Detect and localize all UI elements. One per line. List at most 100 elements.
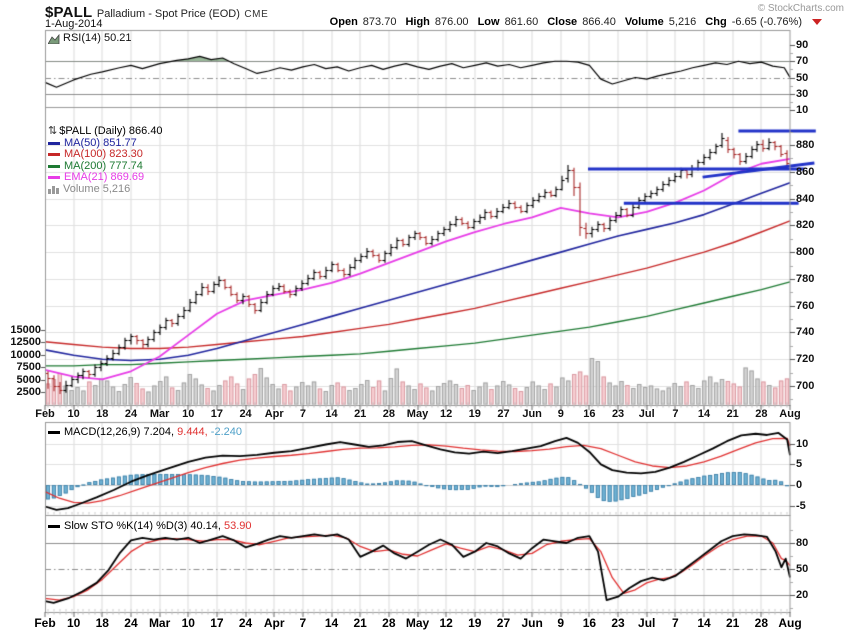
price-tick-label: 780 bbox=[796, 272, 815, 285]
high-value: 876.00 bbox=[434, 16, 469, 28]
low-value: 861.60 bbox=[504, 16, 539, 28]
date-label: 7 bbox=[672, 408, 679, 420]
date-label-bottom: 12 bbox=[439, 616, 453, 630]
close-label: Close bbox=[547, 16, 578, 28]
date-label: Apr bbox=[264, 408, 284, 420]
date-label: 21 bbox=[354, 408, 367, 420]
date-label-bottom: 18 bbox=[95, 616, 109, 630]
date-label: 28 bbox=[382, 408, 395, 420]
low-label: Low bbox=[477, 16, 500, 28]
macd-tick-label: 10 bbox=[796, 437, 809, 450]
date-label: 16 bbox=[583, 408, 596, 420]
date-label: May bbox=[406, 408, 429, 420]
sto-swatch bbox=[48, 525, 60, 529]
rsi-tick-label: 30 bbox=[796, 87, 809, 100]
date-label-bottom: Mar bbox=[148, 616, 171, 630]
date-label-bottom: 10 bbox=[181, 616, 195, 630]
date-label-bottom: 10 bbox=[66, 616, 81, 630]
date-label-bottom: Apr bbox=[263, 616, 285, 630]
volume-tick-label: 5000 bbox=[16, 373, 41, 386]
date-label-bottom: 7 bbox=[672, 616, 679, 630]
ma50-swatch bbox=[48, 141, 60, 145]
ema21-swatch bbox=[48, 176, 60, 180]
date-label: 9 bbox=[557, 408, 564, 420]
price-tick-label: 860 bbox=[796, 165, 815, 178]
sto-tick-label: 20 bbox=[796, 589, 809, 601]
date-label: 23 bbox=[611, 408, 625, 420]
date-label-bottom: 28 bbox=[754, 616, 769, 630]
date-label: 7 bbox=[299, 408, 306, 420]
ema21-label: EMA(21) 869.69 bbox=[64, 171, 145, 183]
date-label-bottom: Feb bbox=[34, 616, 56, 630]
date-label: 17 bbox=[210, 408, 224, 420]
volume-icon bbox=[48, 185, 59, 194]
date-label: 10 bbox=[67, 408, 80, 420]
ma100-label: MA(100) 823.30 bbox=[64, 148, 143, 160]
volume-tick-label: 7500 bbox=[16, 361, 41, 373]
date-label: 24 bbox=[124, 408, 138, 420]
date-label-bottom: 24 bbox=[124, 616, 138, 630]
quote-summary: Open 873.70 High 876.00 Low 861.60 Close… bbox=[330, 16, 822, 28]
macd-value: 7.204, bbox=[143, 426, 175, 438]
date-label: 10 bbox=[182, 408, 195, 420]
date-label: 27 bbox=[497, 408, 510, 420]
exchange: CME bbox=[244, 9, 269, 20]
rsi-legend: RSI(14) 50.21 bbox=[48, 32, 132, 45]
price-legend: ⇅ $PALL (Daily) 866.40 MA(50) 851.77 MA(… bbox=[48, 125, 163, 195]
sto-tick-label: 80 bbox=[796, 537, 809, 549]
date-label: Jun bbox=[522, 408, 542, 420]
high-label: High bbox=[405, 16, 430, 28]
sto-tick-label: 50 bbox=[796, 563, 809, 575]
open-value: 873.70 bbox=[362, 16, 397, 28]
volume-value: 5,216 bbox=[668, 16, 697, 28]
sto-d-value: 53.90 bbox=[224, 520, 252, 532]
copyright: © StockCharts.com bbox=[757, 3, 844, 14]
macd-tick-label: 0 bbox=[796, 479, 803, 491]
date-label-bottom: Jul bbox=[638, 616, 656, 630]
ma200-label: MA(200) 777.74 bbox=[64, 159, 143, 172]
date-label-bottom: Jun bbox=[521, 616, 543, 630]
rsi-legend-label: RSI(14) 50.21 bbox=[63, 32, 132, 44]
date-label-bottom: 14 bbox=[324, 616, 339, 630]
open-label: Open bbox=[329, 16, 358, 28]
macd-swatch bbox=[48, 431, 60, 435]
symbol-description: Palladium - Spot Price (EOD) bbox=[96, 8, 240, 20]
price-tick-label: 700 bbox=[796, 380, 815, 392]
rsi-tick-label: 50 bbox=[796, 71, 809, 84]
sto-legend-label: Slow STO %K(14) %D(3) bbox=[64, 520, 188, 532]
date-label-bottom: 14 bbox=[697, 616, 711, 630]
ohlc-style-icon: ⇅ bbox=[48, 125, 58, 137]
chart-date: 1-Aug-2014 bbox=[45, 18, 103, 30]
macd-legend: MACD(12,26,9) 7.204, 9.444, -2.240 bbox=[48, 426, 242, 439]
volume-tick-label: 15000 bbox=[10, 323, 41, 336]
ma200-swatch bbox=[48, 164, 60, 168]
close-value: 866.40 bbox=[582, 16, 616, 28]
date-label-bottom: 23 bbox=[611, 616, 625, 630]
date-label-bottom: 7 bbox=[299, 616, 307, 630]
volume-tick-label: 2500 bbox=[16, 386, 41, 398]
chg-value: -6.65 (-0.76%) bbox=[731, 16, 802, 28]
header-title: $PALL Palladium - Spot Price (EOD) CME bbox=[45, 4, 268, 22]
date-label-bottom: 27 bbox=[496, 616, 511, 630]
date-label: 14 bbox=[697, 408, 711, 420]
symbol: $PALL bbox=[45, 4, 93, 21]
date-label-bottom: 19 bbox=[468, 616, 482, 630]
ma100-swatch bbox=[48, 153, 60, 157]
date-label-bottom: 21 bbox=[726, 616, 740, 630]
price-tick-label: 840 bbox=[796, 192, 815, 205]
volume-label: Volume bbox=[624, 16, 664, 28]
rsi-tick-label: 10 bbox=[796, 104, 809, 116]
date-label-bottom: 21 bbox=[353, 616, 367, 630]
ma50-label: MA(50) 851.77 bbox=[64, 136, 137, 149]
date-label: 12 bbox=[440, 408, 453, 420]
date-label-bottom: Aug bbox=[778, 616, 802, 630]
volume-tick-label: 10000 bbox=[10, 348, 41, 361]
date-label: 28 bbox=[755, 408, 768, 420]
macd-legend-label: MACD(12,26,9) bbox=[64, 426, 141, 438]
macd-tick-label: 5 bbox=[796, 458, 803, 471]
rsi-icon bbox=[48, 33, 60, 44]
date-label: 14 bbox=[325, 408, 338, 420]
date-label-bottom: 9 bbox=[557, 616, 565, 630]
date-label: 18 bbox=[96, 408, 109, 420]
